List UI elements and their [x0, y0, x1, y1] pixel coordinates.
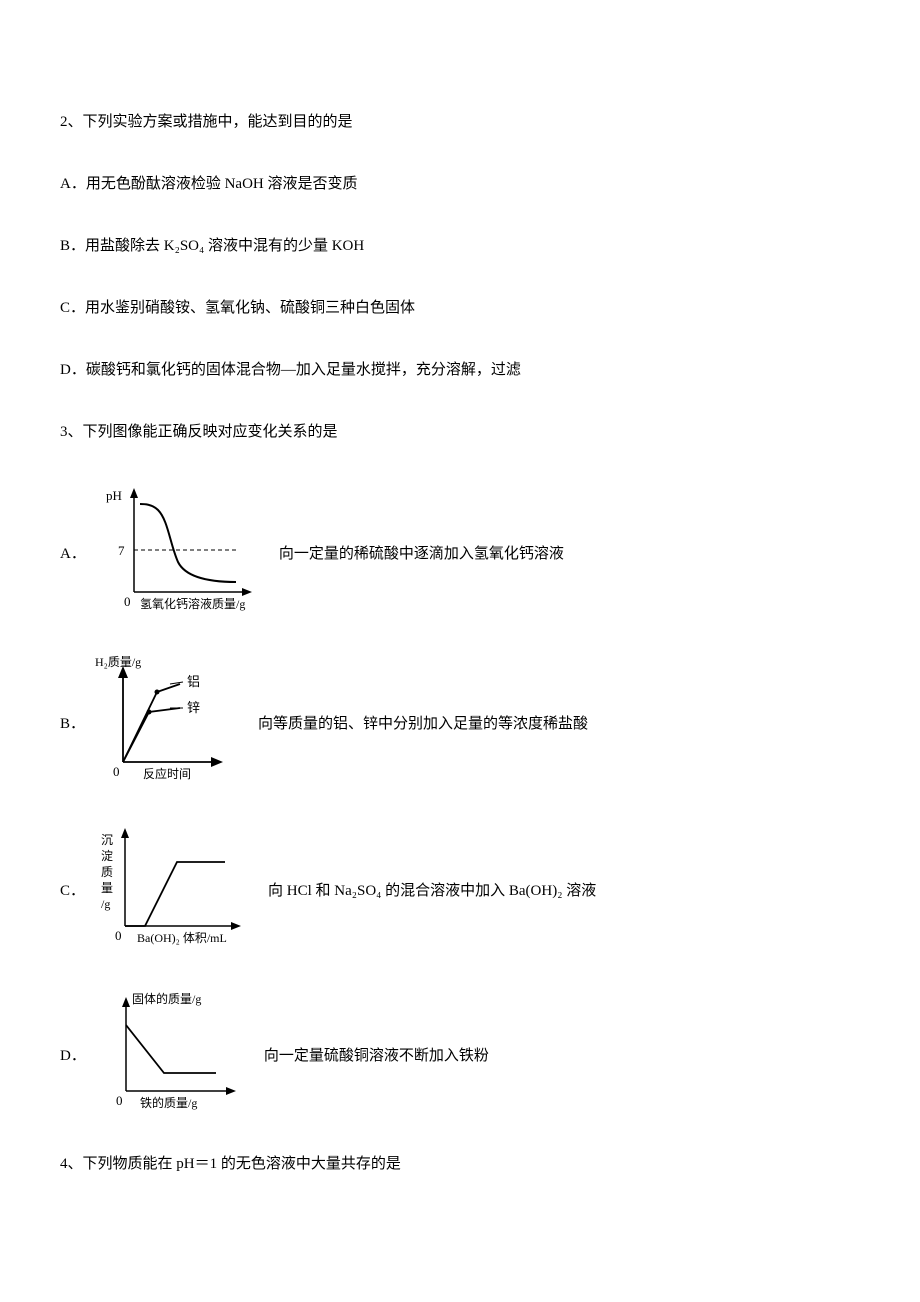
- q3-b-label: B．: [60, 712, 85, 733]
- q3-stem: 3、下列图像能正确反映对应变化关系的是: [60, 420, 860, 444]
- q3-c-text: 向 HCl 和 Na₂SO₄ 的混合溶液中加入 Ba(OH)₂ 溶液: [268, 879, 596, 900]
- svg-text:0: 0: [116, 1093, 123, 1108]
- q2-option-c: C．用水鉴别硝酸铵、氢氧化钠、硫酸铜三种白色固体: [60, 296, 860, 320]
- q3-c-ylabel-4: 量: [101, 881, 113, 895]
- q3-option-b: B． H₂质量/g 铝 锌 0 反应时间 向等质量的铝、锌中分别加: [60, 652, 860, 792]
- q3-d-xlabel: 铁的质量/g: [140, 1095, 197, 1110]
- q3-b-text: 向等质量的铝、锌中分别加入足量的等浓度稀盐酸: [258, 712, 588, 733]
- q3-a-chart: pH 7 0 氢氧化钙溶液质量/g: [96, 482, 261, 622]
- q3-option-c: C． 沉 淀 质 量 /g 0 Ba(OH)₂ 体积/mL 向 HCl 和 Na…: [60, 822, 860, 957]
- q3-c-xlabel: Ba(OH)₂ 体积/mL: [137, 931, 227, 945]
- q3-c-ylabel-3: 质: [101, 865, 113, 879]
- q3-a-ylabel: pH: [106, 488, 122, 503]
- q3-option-a: A． pH 7 0 氢氧化钙溶液质量/g 向一定量的稀硫酸中逐滴加入氢氧化钙溶液: [60, 482, 860, 622]
- svg-text:0: 0: [124, 594, 131, 609]
- q3-b-xlabel: 反应时间: [143, 766, 191, 781]
- q2-option-d: D．碳酸钙和氯化钙的固体混合物—加入足量水搅拌，充分溶解，过滤: [60, 358, 860, 382]
- q3-b-series-al: 铝: [187, 674, 200, 689]
- q3-c-ylabel-2: 淀: [101, 849, 113, 863]
- svg-text:0: 0: [113, 764, 120, 779]
- q2-option-b: B．用盐酸除去 K₂SO₄ 溶液中混有的少量 KOH: [60, 234, 860, 258]
- q3-a-yref: 7: [118, 543, 125, 558]
- q3-a-xlabel: 氢氧化钙溶液质量/g: [140, 596, 245, 611]
- q3-c-chart: 沉 淀 质 量 /g 0 Ba(OH)₂ 体积/mL: [95, 822, 250, 957]
- q3-d-label: D．: [60, 1044, 86, 1065]
- q3-d-text: 向一定量硫酸铜溶液不断加入铁粉: [264, 1044, 489, 1065]
- svg-text:0: 0: [115, 928, 122, 943]
- q3-c-label: C．: [60, 879, 85, 900]
- q4-stem: 4、下列物质能在 pH＝1 的无色溶液中大量共存的是: [60, 1152, 860, 1176]
- q3-a-text: 向一定量的稀硫酸中逐滴加入氢氧化钙溶液: [279, 542, 564, 563]
- q3-a-label: A．: [60, 542, 86, 563]
- q3-c-ylabel-1: 沉: [101, 833, 113, 847]
- q3-c-ylabel-5: /g: [101, 897, 110, 911]
- q3-b-ylabel: H₂质量/g: [95, 655, 141, 669]
- q3-option-d: D． 固体的质量/g 0 铁的质量/g 向一定量硫酸铜溶液不断加入铁粉: [60, 987, 860, 1122]
- q3-b-chart: H₂质量/g 铝 锌 0 反应时间: [95, 652, 240, 792]
- q3-d-ylabel: 固体的质量/g: [132, 991, 201, 1006]
- q3-b-series-zn: 锌: [187, 700, 200, 715]
- q2-stem: 2、下列实验方案或措施中，能达到目的的是: [60, 110, 860, 134]
- q2-option-a: A．用无色酚酞溶液检验 NaOH 溶液是否变质: [60, 172, 860, 196]
- q3-d-chart: 固体的质量/g 0 铁的质量/g: [96, 987, 246, 1122]
